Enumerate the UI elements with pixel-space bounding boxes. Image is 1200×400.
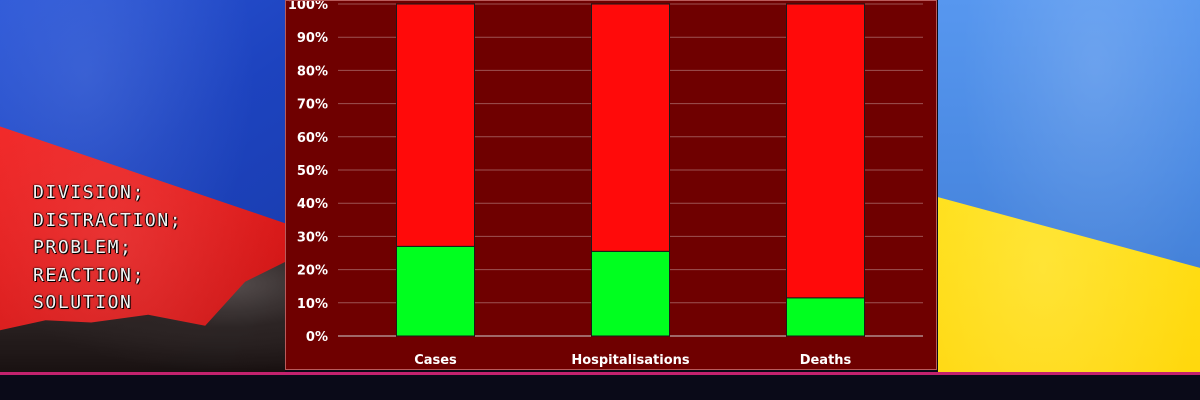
right-banner [938, 0, 1200, 372]
left-banner-line-distraction: DISTRACTION; [33, 209, 183, 231]
yellow-flag-area [938, 197, 1200, 372]
y-axis-tick-label: 70% [297, 98, 328, 113]
left-banner-line-division: DIVISION; [33, 182, 145, 203]
x-axis-category-label: Hospitalisations [571, 353, 690, 368]
green-bar-segment [591, 250, 670, 337]
y-axis-tick-label: 0% [306, 330, 328, 345]
chart-panel: 0% 10% 20% 30% 40% 50% 60% 70% 80% 90% 100% Cases Ho… [285, 0, 937, 370]
y-axis-tick-label: 100% [288, 1, 328, 13]
left-banner-line-solution: SOLUTION [33, 292, 133, 313]
stacked-bar-chart: 0% 10% 20% 30% 40% 50% 60% 70% 80% 90% 100% Cases Ho… [288, 1, 923, 368]
y-axis-tick-label: 40% [297, 197, 328, 212]
y-axis-tick-label: 90% [297, 31, 328, 46]
y-axis-tick-label: 50% [297, 164, 328, 179]
y-axis-tick-label: 80% [297, 64, 328, 79]
left-banner-line-reaction: REACTION; [33, 264, 145, 286]
green-bar-segment [396, 245, 475, 337]
red-bar-segment [786, 3, 865, 299]
red-bar-segment [591, 3, 670, 252]
bottom-strip [0, 372, 1200, 400]
y-axis-tick-label: 60% [297, 131, 328, 146]
y-axis-tick-label: 30% [297, 230, 328, 245]
y-axis-tick-label: 10% [297, 297, 328, 312]
y-axis-tick-label: 20% [297, 264, 328, 279]
left-banner-line-problem: PROBLEM; [33, 237, 133, 258]
x-axis-category-label: Deaths [800, 353, 852, 368]
red-bar-segment [396, 3, 475, 247]
left-banner: DIVISION; DISTRACTION; PROBLEM; REACTION… [0, 0, 285, 372]
left-banner-text: DIVISION; DISTRACTION; PROBLEM; REACTION… [33, 179, 263, 317]
x-axis-category-label: Cases [414, 353, 457, 368]
green-bar-segment [786, 297, 865, 337]
